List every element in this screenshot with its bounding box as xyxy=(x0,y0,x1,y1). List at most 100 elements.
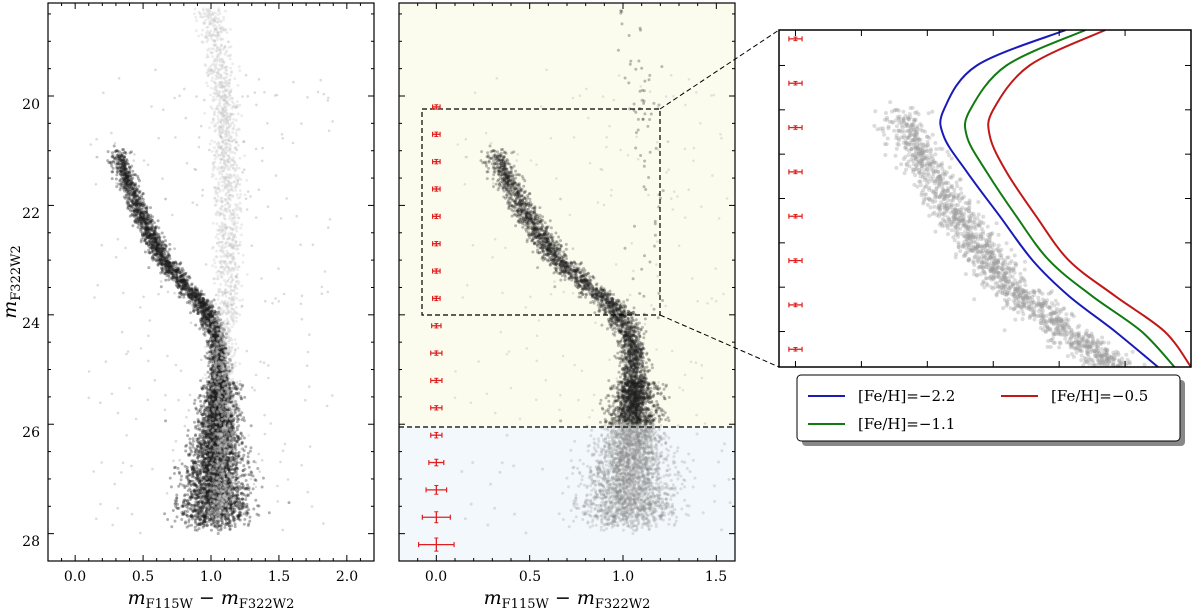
star-point xyxy=(193,295,197,299)
star-point xyxy=(210,522,214,526)
star-point xyxy=(233,518,237,521)
star-point xyxy=(203,301,207,305)
star-point xyxy=(157,241,161,245)
star-point xyxy=(160,253,164,256)
star-point xyxy=(197,527,201,531)
star-point xyxy=(209,517,213,521)
star-point xyxy=(210,327,214,330)
star-point xyxy=(119,159,122,163)
star-point xyxy=(217,426,220,430)
star-point xyxy=(177,284,181,288)
star-point xyxy=(246,483,250,487)
star-point xyxy=(248,449,252,453)
star-point xyxy=(133,173,137,177)
star-point xyxy=(181,505,185,508)
star-point xyxy=(242,522,246,526)
star-point xyxy=(162,247,166,250)
star-point xyxy=(209,357,212,361)
star-point xyxy=(175,280,178,284)
star-point xyxy=(194,295,198,299)
star-point xyxy=(211,304,215,308)
star-point xyxy=(118,156,121,160)
star-point xyxy=(186,477,190,481)
star-point xyxy=(132,202,136,206)
star-point xyxy=(194,323,198,327)
star-point xyxy=(211,373,214,377)
star-point xyxy=(235,434,239,438)
star-point xyxy=(167,278,171,282)
star-point xyxy=(194,509,198,513)
star-point xyxy=(219,390,223,393)
star-point xyxy=(220,420,224,424)
star-point xyxy=(232,501,236,505)
star-point xyxy=(164,245,168,249)
star-point xyxy=(157,256,160,260)
star-point xyxy=(223,471,227,475)
star-point xyxy=(223,507,227,511)
star-point xyxy=(207,375,211,379)
star-point xyxy=(208,315,212,319)
star-point xyxy=(210,368,214,372)
star-point xyxy=(215,521,219,525)
star-point xyxy=(153,227,157,231)
star-point xyxy=(186,484,189,488)
star-point xyxy=(234,488,238,492)
star-point xyxy=(168,242,172,246)
star-point xyxy=(216,455,220,459)
star-point xyxy=(180,280,184,284)
star-point xyxy=(191,437,195,441)
star-point xyxy=(212,524,216,528)
star-point xyxy=(115,159,119,163)
star-point xyxy=(212,520,216,524)
star-point xyxy=(186,493,190,497)
star-point xyxy=(140,224,144,228)
star-point xyxy=(147,234,151,238)
star-point xyxy=(123,164,127,168)
star-point xyxy=(215,363,219,367)
star-point xyxy=(203,468,207,472)
star-point xyxy=(221,354,224,358)
star-point xyxy=(202,308,206,312)
star-point xyxy=(135,204,138,207)
star-point xyxy=(208,458,212,462)
star-point xyxy=(204,436,208,439)
star-point xyxy=(116,168,120,171)
star-point xyxy=(201,319,205,323)
star-point xyxy=(112,144,116,148)
star-point xyxy=(149,206,152,210)
star-point xyxy=(183,284,187,288)
star-point xyxy=(217,417,221,421)
star-point xyxy=(226,437,229,440)
star-point xyxy=(208,316,212,320)
star-point xyxy=(210,314,214,318)
star-point xyxy=(211,342,215,346)
star-point xyxy=(125,181,129,185)
star-point xyxy=(186,489,190,493)
star-point xyxy=(210,424,214,428)
star-point xyxy=(205,444,208,448)
star-point xyxy=(193,291,197,295)
star-point xyxy=(157,239,161,243)
star-point xyxy=(131,176,135,180)
star-point xyxy=(213,358,217,362)
star-point xyxy=(206,461,210,465)
star-point xyxy=(126,190,130,194)
star-point xyxy=(230,524,234,528)
star-point xyxy=(162,255,165,259)
star-point xyxy=(217,351,221,355)
star-point xyxy=(214,372,218,376)
star-point xyxy=(221,351,225,355)
star-point xyxy=(124,172,127,176)
star-point xyxy=(192,489,196,493)
star-point xyxy=(144,221,148,225)
star-point xyxy=(252,507,256,511)
star-point xyxy=(202,328,205,332)
star-point xyxy=(156,245,160,249)
star-point xyxy=(176,285,180,289)
star-point xyxy=(135,218,139,222)
star-point xyxy=(184,271,188,275)
star-point xyxy=(210,400,214,404)
star-point xyxy=(136,204,140,208)
star-point xyxy=(207,327,211,331)
star-point xyxy=(136,206,139,210)
